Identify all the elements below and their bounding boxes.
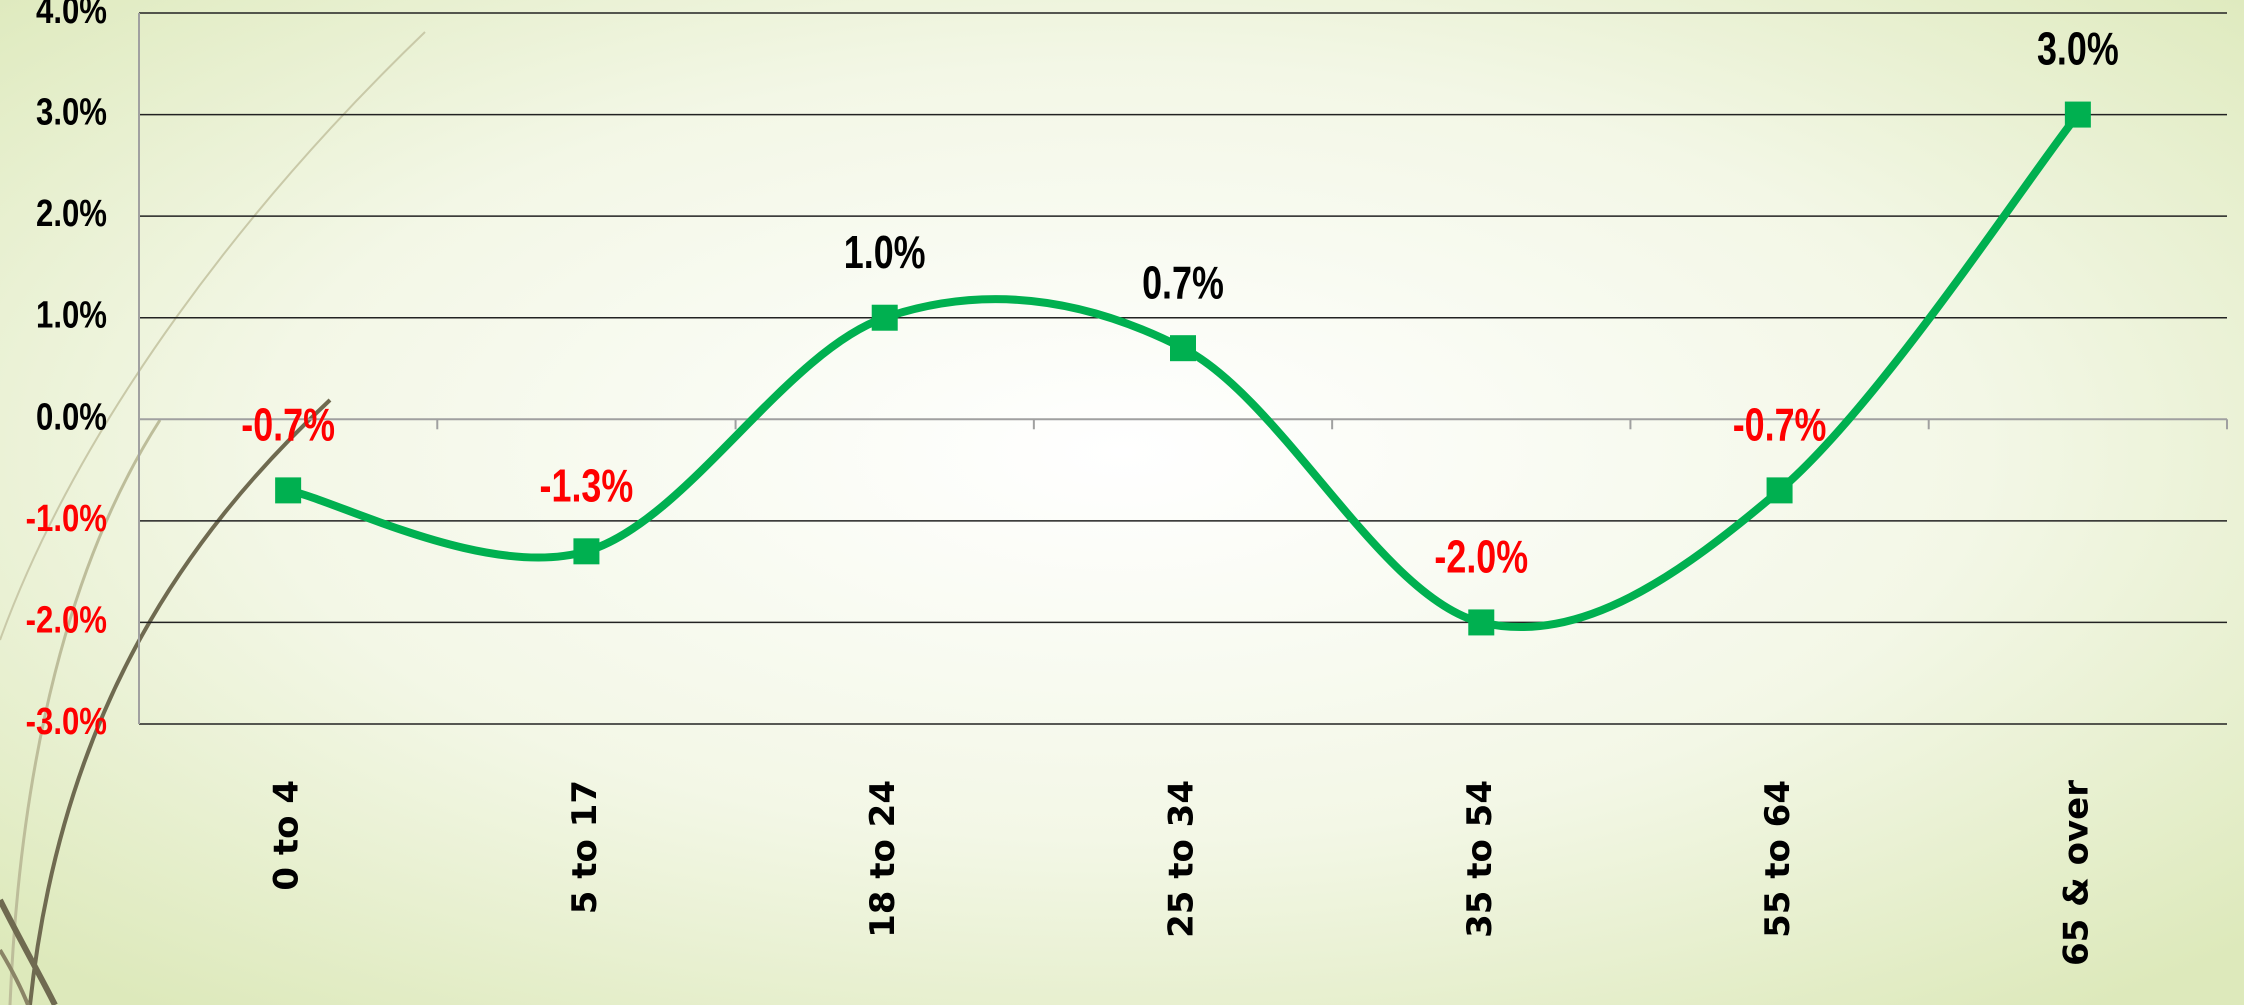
- data-label: -1.3%: [540, 460, 634, 511]
- y-tick-label: 3.0%: [36, 92, 107, 134]
- y-tick-label: -1.0%: [26, 498, 107, 540]
- point-marker: [1468, 609, 1495, 636]
- data-label: 3.0%: [2037, 23, 2119, 74]
- point-marker: [2064, 101, 2091, 128]
- decor-curve: [0, 948, 30, 1005]
- decor-curve: [28, 398, 332, 1005]
- y-tick-label: 1.0%: [36, 295, 107, 337]
- y-tick-label: -3.0%: [26, 701, 107, 743]
- x-tick-label: 35 to 54: [1460, 780, 1500, 938]
- y-tick-label: 0.0%: [36, 397, 107, 439]
- x-tick-label: 25 to 34: [1162, 780, 1202, 938]
- x-tick-label: 55 to 64: [1758, 780, 1798, 938]
- data-label: -0.7%: [241, 399, 335, 450]
- point-marker: [871, 304, 898, 331]
- data-label: -2.0%: [1434, 531, 1528, 582]
- decor-curve: [0, 898, 58, 1005]
- decoration: [0, 31, 426, 1005]
- point-marker: [573, 538, 600, 565]
- y-tick-label: -2.0%: [26, 600, 107, 642]
- point-marker: [1170, 335, 1196, 362]
- decor-curve: [0, 31, 426, 641]
- x-tick-label: 65 & over: [2056, 780, 2096, 966]
- y-tick-label: 4.0%: [36, 0, 107, 32]
- y-tick-label: 2.0%: [36, 193, 107, 235]
- x-tick-label: 0 to 4: [267, 780, 307, 891]
- x-tick-label: 5 to 17: [565, 780, 605, 914]
- data-label: 1.0%: [844, 227, 926, 278]
- point-marker: [1766, 477, 1793, 504]
- x-tick-label: 18 to 24: [863, 780, 903, 938]
- decor-curve: [8, 419, 162, 1005]
- data-label: -0.7%: [1733, 399, 1827, 450]
- point-marker: [275, 477, 302, 504]
- data-label: 0.7%: [1142, 257, 1224, 308]
